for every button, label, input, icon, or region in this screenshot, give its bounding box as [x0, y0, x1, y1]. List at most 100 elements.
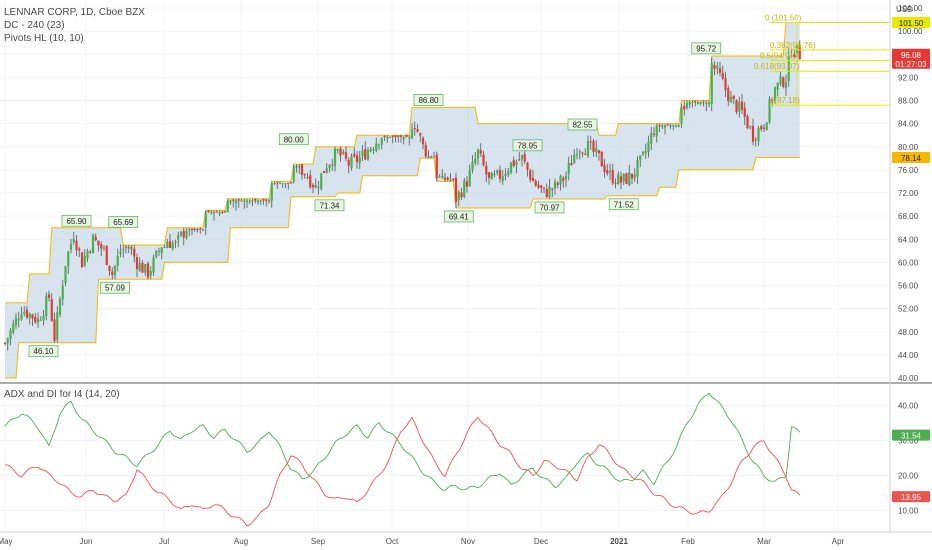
candle-body — [735, 100, 738, 113]
candle-body — [36, 318, 40, 323]
candle-body — [647, 141, 650, 153]
candle-body — [353, 153, 356, 157]
candle-body — [397, 135, 400, 137]
candle-body — [573, 154, 576, 164]
di-plus-tag-text: 31.54 — [901, 432, 922, 441]
candle-body — [614, 182, 617, 184]
candle-body — [474, 158, 477, 164]
candle-body — [394, 135, 397, 137]
channel-low-tag-box — [892, 152, 930, 164]
candle-body — [232, 199, 235, 201]
candle-body — [89, 251, 92, 253]
candle-body — [215, 211, 218, 213]
price-tick-label: 100.00 — [898, 27, 923, 36]
candle-body — [419, 133, 422, 136]
candle-body — [182, 230, 185, 238]
candle-body — [562, 177, 565, 181]
candle-body — [771, 99, 774, 102]
candle-body — [284, 183, 287, 185]
pivot-label: 95.72 — [696, 44, 717, 53]
candle-body — [83, 256, 86, 266]
symbol-title[interactable]: LENNAR CORP, 1D, Cboe BZX — [4, 7, 145, 18]
candle-body — [534, 181, 537, 186]
candle-body — [243, 200, 246, 202]
candle-body — [787, 55, 790, 81]
candle-body — [768, 99, 771, 123]
candle-body — [746, 116, 749, 129]
candle-body — [53, 319, 56, 341]
candle-body — [702, 101, 705, 103]
candle-body — [504, 173, 507, 176]
candle-body — [655, 125, 658, 137]
candle-body — [526, 162, 529, 170]
main-pane[interactable]: 0 (101.50) 0.382(96.76) 0.5(94.91)0.618(93… — [0, 0, 890, 382]
candle-body — [454, 177, 458, 203]
price-tick-label: 68.00 — [898, 212, 919, 221]
candle-body — [666, 124, 669, 126]
candle-body — [779, 76, 782, 85]
pivot-label: 86.80 — [418, 96, 439, 105]
candle-body — [784, 82, 788, 88]
subpane-legend[interactable]: ADX and DI for I4 (14, 20) — [4, 389, 120, 400]
sub-tick-label: 40.00 — [898, 402, 919, 411]
time-tick-label: Nov — [461, 537, 475, 546]
candle-body — [67, 251, 70, 267]
candle-body — [97, 240, 100, 246]
candle-body — [408, 136, 411, 138]
candle-body — [628, 172, 631, 185]
sub-tick-label: 30.00 — [898, 437, 919, 446]
candle-body — [427, 156, 430, 158]
sub-pane[interactable] — [0, 384, 890, 531]
candle-body — [347, 159, 350, 166]
candle-body — [487, 172, 491, 178]
candle-body — [581, 152, 584, 154]
price-tick-label: 40.00 — [898, 374, 919, 383]
candle-body — [64, 265, 67, 284]
candle-body — [482, 154, 485, 166]
candle-body — [270, 183, 273, 201]
pivot-label: 46.10 — [33, 347, 54, 356]
candle-body — [663, 125, 667, 128]
candle-body — [201, 229, 205, 231]
candle-body — [705, 102, 708, 104]
candle-body — [240, 200, 243, 202]
candle-body — [622, 173, 625, 182]
pivot-label: 71.52 — [614, 200, 635, 209]
candle-body — [757, 128, 760, 142]
candle-body — [124, 246, 128, 248]
pivot-label: 82.55 — [572, 121, 593, 130]
price-tick-label: 52.00 — [898, 305, 919, 314]
top-price-tag-box — [892, 16, 930, 28]
candle-body — [193, 228, 196, 230]
indicator-pivots-label[interactable]: Pivots HL (10, 10) — [4, 33, 84, 44]
candle-body — [322, 171, 326, 173]
sub-tick-label: 10.00 — [898, 507, 919, 516]
candle-body — [331, 164, 334, 166]
candle-body — [600, 151, 603, 167]
candle-body — [259, 200, 262, 202]
price-tick-label: 104.00 — [898, 4, 923, 13]
price-tick-label: 64.00 — [898, 235, 919, 244]
time-axis[interactable]: May Jun Jul Aug Sep Oct Nov Dec 2021 Feb Mar Apr — [0, 537, 845, 546]
fibonacci-levels: 0 (101.50) 0.382(96.76) 0.5(94.91)0.618(93… — [754, 13, 890, 106]
candle-body — [91, 234, 95, 254]
candle-body — [248, 200, 251, 202]
pivot-label-box — [534, 201, 565, 214]
candle-body — [523, 154, 526, 162]
candle-body — [438, 176, 441, 178]
candle-body — [410, 129, 414, 139]
candle-body — [133, 248, 136, 257]
pivot-label-box — [61, 214, 92, 227]
indicator-dc-label[interactable]: DC - 240 (23) — [4, 20, 65, 31]
candle-body — [350, 155, 353, 169]
candle-body — [185, 231, 188, 239]
candle-body — [707, 102, 711, 105]
candle-body — [17, 319, 20, 321]
candle-body — [405, 134, 408, 137]
sub-price-axis[interactable]: 10.00 20.00 30.00 40.00 — [898, 402, 919, 516]
candle-body — [449, 179, 452, 181]
candle-body — [567, 163, 570, 175]
candle-body — [633, 174, 636, 178]
candle-body — [740, 101, 744, 110]
